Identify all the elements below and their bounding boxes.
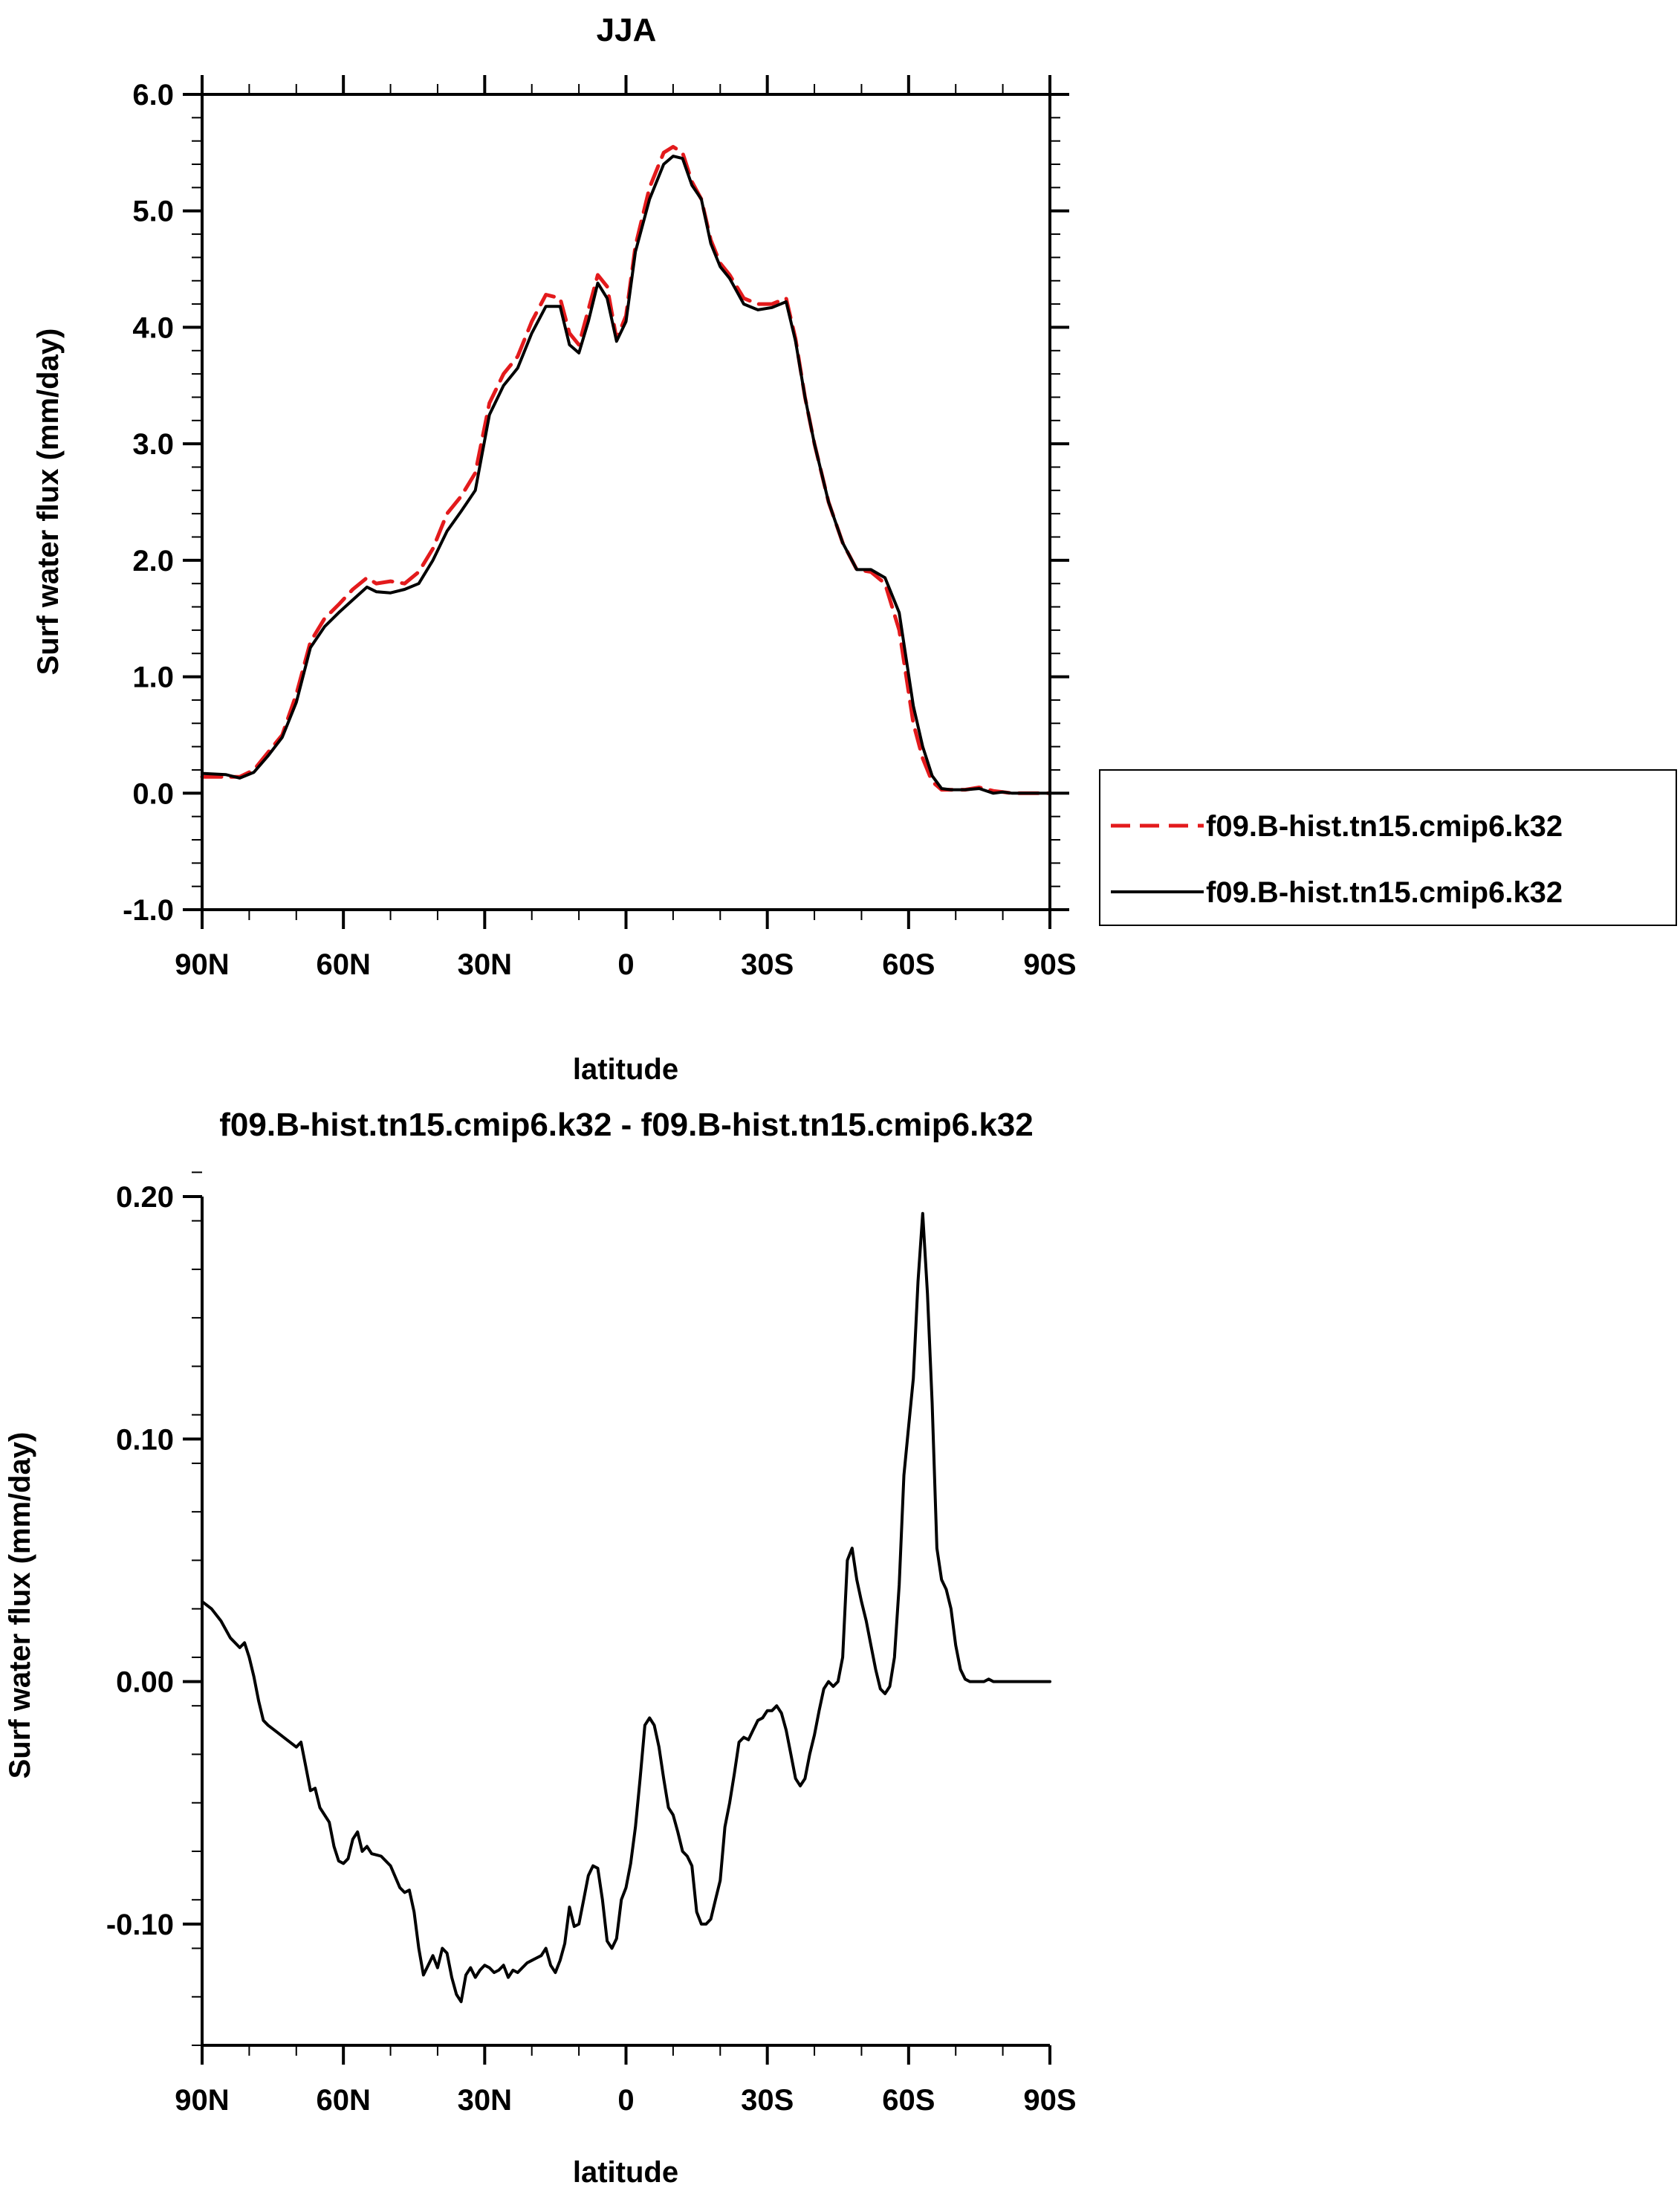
bottom-series-line-black-solid-0 xyxy=(201,1211,1051,2004)
top-y-tick-label: 4.0 xyxy=(132,311,174,344)
bottom-axes: 90N 60N 30N 0 30S 60S 90S -0.10 0.00 0.10 0.20 xyxy=(106,1171,1077,2117)
legend-label-1: f09.B-hist.tn15.cmip6.k32 xyxy=(1206,810,1563,843)
legend-label-2: f09.B-hist.tn15.cmip6.k32 xyxy=(1206,876,1563,909)
top-y-tick-label: 2.0 xyxy=(132,545,174,577)
bottom-x-tick-label: 90S xyxy=(1023,2084,1076,2117)
bottom-x-tick-label: 30S xyxy=(741,2084,794,2117)
top-y-tick-label: 3.0 xyxy=(132,428,174,461)
top-x-tick-label: 60N xyxy=(316,948,370,981)
top-y-tick-label: 0.0 xyxy=(132,777,174,810)
bottom-y-tick-label: 0.20 xyxy=(116,1181,174,1214)
top-series-line-black-solid-1 xyxy=(201,155,1051,795)
bottom-y-tick-label: 0.00 xyxy=(116,1666,174,1699)
top-plot-lines xyxy=(200,145,1052,795)
top-xlabel: latitude xyxy=(573,1053,678,1086)
bottom-chart-title: f09.B-hist.tn15.cmip6.k32 - f09.B-hist.t… xyxy=(219,1107,1034,1143)
bottom-x-tick-label: 0 xyxy=(617,2084,634,2117)
top-x-tick-label: 90N xyxy=(175,948,229,981)
bottom-ylabel: Surf water flux (mm/day) xyxy=(4,1432,36,1779)
bottom-panel: f09.B-hist.tn15.cmip6.k32 - f09.B-hist.t… xyxy=(4,1107,1077,2188)
legend-box xyxy=(1099,769,1677,926)
top-plot-frame xyxy=(201,93,1051,911)
bottom-y-tick-label: 0.10 xyxy=(116,1423,174,1456)
top-chart-title: JJA xyxy=(597,12,657,48)
top-y-tick-label: -1.0 xyxy=(123,894,174,927)
top-y-tick-label: 1.0 xyxy=(132,661,174,694)
top-x-tick-label: 90S xyxy=(1023,948,1076,981)
top-x-tick-label: 30S xyxy=(741,948,794,981)
legend: f09.B-hist.tn15.cmip6.k32 f09.B-hist.tn1… xyxy=(1099,769,1677,926)
bottom-xlabel: latitude xyxy=(573,2156,678,2188)
top-ylabel: Surf water flux (mm/day) xyxy=(32,328,65,676)
bottom-y-tick-label: -0.10 xyxy=(106,1909,174,1941)
bottom-x-tick-label: 60S xyxy=(882,2084,935,2117)
top-panel: JJA 90N 60N 30N 0 30S 60S 90S -1.0 0.0 1.0 2.0 3.0 4… xyxy=(32,12,1677,1086)
bottom-x-tick-label: 60N xyxy=(316,2084,370,2117)
top-series-line-red-dashed-0 xyxy=(200,145,1052,795)
bottom-x-tick-label: 90N xyxy=(175,2084,229,2117)
top-y-tick-label: 6.0 xyxy=(132,79,174,111)
bottom-x-tick-label: 30N xyxy=(458,2084,512,2117)
top-x-tick-label: 30N xyxy=(458,948,512,981)
top-axes: 90N 60N 30N 0 30S 60S 90S -1.0 0.0 1.0 2.0 3.0 4.0 5.… xyxy=(123,75,1077,981)
top-y-tick-label: 5.0 xyxy=(132,195,174,228)
bottom-plot-line xyxy=(201,1211,1051,2004)
top-x-tick-label: 60S xyxy=(882,948,935,981)
top-x-tick-label: 0 xyxy=(617,948,634,981)
